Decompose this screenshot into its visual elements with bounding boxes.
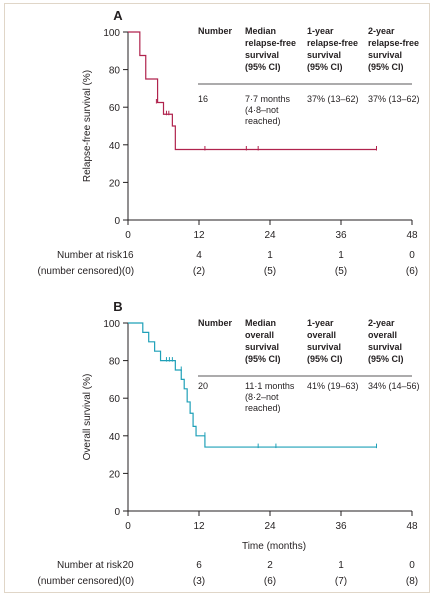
risk-count: 20 [122, 560, 134, 571]
x-tick-label: 24 [264, 521, 276, 532]
y-tick-label: 0 [114, 507, 120, 518]
x-tick-label: 24 [264, 230, 276, 241]
risk-censored-count: (5) [264, 266, 276, 277]
table-cell: reached) [245, 403, 281, 413]
y-tick-label: 60 [109, 103, 121, 114]
y-tick-label: 40 [109, 141, 121, 152]
table-cell: (4·8–not [245, 105, 279, 115]
risk-censored-label: (number censored) [38, 576, 122, 587]
table-header: relapse-free [245, 38, 296, 48]
risk-censored-count: (3) [193, 576, 205, 587]
risk-censored-count: (8) [406, 576, 418, 587]
table-header: Number [198, 318, 233, 328]
x-tick-label: 36 [335, 230, 347, 241]
table-header: survival [307, 50, 341, 60]
table-header: (95% CI) [245, 354, 281, 364]
risk-censored-count: (6) [264, 576, 276, 587]
table-header: 2-year [368, 26, 395, 36]
risk-censored-count: (0) [122, 266, 134, 277]
risk-label: Number at risk [57, 560, 123, 571]
table-cell: 37% (13–62) [307, 94, 359, 104]
y-tick-label: 40 [109, 432, 121, 443]
table-header: relapse-free [307, 38, 358, 48]
table-header: (95% CI) [368, 62, 404, 72]
x-axis-label: Time (months) [242, 541, 306, 552]
risk-count: 6 [196, 560, 202, 571]
risk-count: 1 [338, 250, 344, 261]
table-cell: 41% (19–63) [307, 381, 359, 391]
figure-frame [4, 3, 430, 593]
table-cell: 16 [198, 94, 208, 104]
table-header: (95% CI) [368, 354, 404, 364]
table-cell: 20 [198, 381, 208, 391]
table-cell: (8·2–not [245, 392, 279, 402]
risk-censored-label: (number censored) [38, 266, 122, 277]
table-cell: reached) [245, 116, 281, 126]
y-axis-label: Overall survival (%) [82, 374, 93, 461]
table-header: (95% CI) [245, 62, 281, 72]
table-cell: 7·7 months [245, 94, 291, 104]
risk-count: 4 [196, 250, 202, 261]
y-axis-label: Relapse-free survival (%) [82, 70, 93, 182]
table-header: overall [307, 330, 336, 340]
x-tick-label: 0 [125, 521, 131, 532]
y-tick-label: 80 [109, 357, 121, 368]
risk-label: Number at risk [57, 250, 123, 261]
table-header: 2-year [368, 318, 395, 328]
x-tick-label: 48 [406, 230, 418, 241]
table-header: survival [245, 342, 279, 352]
table-header: Median [245, 26, 276, 36]
risk-count: 0 [409, 560, 415, 571]
risk-censored-count: (7) [335, 576, 347, 587]
x-tick-label: 48 [406, 521, 418, 532]
risk-censored-count: (0) [122, 576, 134, 587]
table-header: 1-year [307, 318, 334, 328]
x-tick-label: 36 [335, 521, 347, 532]
table-header: overall [368, 330, 397, 340]
table-header: (95% CI) [307, 354, 343, 364]
table-header: overall [245, 330, 274, 340]
y-tick-label: 100 [103, 319, 120, 330]
panel-label: B [113, 299, 122, 314]
risk-censored-count: (5) [335, 266, 347, 277]
risk-count: 2 [267, 560, 273, 571]
table-header: 1-year [307, 26, 334, 36]
table-header: survival [245, 50, 279, 60]
y-tick-label: 80 [109, 66, 121, 77]
risk-censored-count: (6) [406, 266, 418, 277]
survival-curve [128, 31, 377, 151]
table-header: survival [368, 342, 402, 352]
table-header: survival [307, 342, 341, 352]
table-cell: 34% (14–56) [368, 381, 420, 391]
risk-censored-count: (2) [193, 266, 205, 277]
y-tick-label: 20 [109, 469, 121, 480]
risk-count: 1 [338, 560, 344, 571]
x-tick-label: 12 [193, 521, 205, 532]
x-tick-label: 12 [193, 230, 205, 241]
risk-count: 16 [122, 250, 134, 261]
table-cell: 11·1 months [245, 381, 295, 391]
survival-curve [128, 322, 377, 448]
x-tick-label: 0 [125, 230, 131, 241]
table-cell: 37% (13–62) [368, 94, 420, 104]
table-header: Median [245, 318, 276, 328]
table-header: relapse-free [368, 38, 419, 48]
y-tick-label: 0 [114, 216, 120, 227]
risk-count: 0 [409, 250, 415, 261]
y-tick-label: 20 [109, 178, 121, 189]
table-header: Number [198, 26, 233, 36]
y-tick-label: 60 [109, 394, 121, 405]
panel-label: A [113, 8, 123, 23]
table-header: survival [368, 50, 402, 60]
table-header: (95% CI) [307, 62, 343, 72]
y-tick-label: 100 [103, 28, 120, 39]
risk-count: 1 [267, 250, 273, 261]
